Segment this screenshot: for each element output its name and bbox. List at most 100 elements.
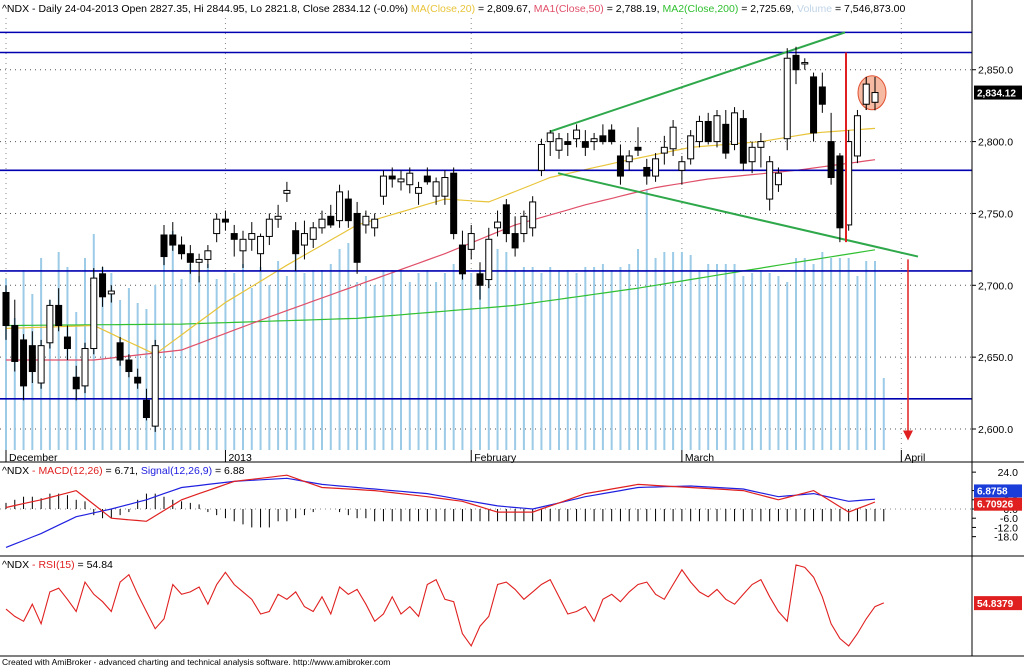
candle-body [195,258,203,263]
volume-bar [198,276,201,450]
volume-bar [803,258,806,450]
volume-bar [830,258,833,450]
volume-bar [259,267,262,450]
volume-bar [838,258,841,450]
volume-bar [777,276,780,450]
volume-bar [487,264,490,450]
candle-body [555,138,563,151]
last-price-label: 2,834.12 [977,89,1016,100]
candle-body [652,158,660,177]
candle-body [379,175,387,197]
volume-bar [277,261,280,450]
volume-bar [531,267,534,450]
moving-averages [5,127,876,361]
candle-body [142,399,150,419]
candle-body [827,141,835,179]
volume-bar [698,270,701,450]
ma20-line [5,127,876,355]
volume-bar [540,273,543,450]
rsi-header-value: = 54.84 [75,559,113,571]
candle-body [458,244,466,275]
candle-body [748,146,756,163]
price-tick-label: 2,750.0 [978,208,1013,220]
volume-bar [417,273,420,450]
target-arrow-head [903,430,913,441]
volume-bar [356,282,359,450]
candle-body [20,339,28,387]
footer-credit: Created with AmiBroker - advanced charti… [2,657,390,667]
volume-bar [751,273,754,450]
volume-bar [13,318,16,450]
volume-bar [163,237,165,450]
volume-bar [689,255,692,450]
candle-body [599,135,607,143]
annotations [845,52,913,441]
candle-body [300,233,308,246]
candle-body [169,234,177,246]
candle-body [213,218,221,235]
candle-body [116,342,124,361]
ma50-line [6,159,876,361]
volume-bar [680,252,683,450]
macd-header-signal-value: = 6.88 [212,465,245,477]
candle-body [63,336,71,350]
candle-body [687,135,695,160]
candle-body [450,172,458,235]
volume-bar [768,273,771,450]
volume-bar [663,252,666,450]
macd-header-signal: Signal(12,26,9) [141,465,212,477]
candle-body [810,76,818,134]
ma200-line [6,249,876,327]
rsi-panel: ^NDX - RSI(15) = 54.84 54.8379 [0,555,1024,648]
macd-histogram [5,493,885,528]
candle-body [186,253,194,263]
candle-body [55,304,63,327]
date-axis: December 2013 February March April [5,450,925,464]
volume-bar [250,288,253,450]
header-ma200-label: MA2(Close,200) [662,3,738,15]
candle-body [11,325,19,362]
candle-body [722,123,730,154]
volume-bar [391,270,394,450]
volume-bar [215,279,218,450]
volume-bar [566,270,569,450]
rsi-series-line [5,564,885,648]
candle-body [862,83,870,105]
volume-bar [812,264,815,450]
candle-body [590,138,598,143]
candle-body [766,161,774,200]
header-ma200-value: = 2,725.69, [738,3,794,15]
candle-body [107,290,115,295]
candle-body [37,345,45,384]
volume-bar [294,243,297,450]
candle-body [46,304,54,344]
macd-panel: ^NDX - MACD(12,26) = 6.71, Signal(12,26,… [0,461,1024,548]
candle-body [836,155,844,229]
macd-header: ^NDX - MACD(12,26) = 6.71, Signal(12,26,… [2,465,245,477]
volume-bar [821,252,824,450]
volume-bar [654,258,657,450]
volume-bar [57,252,60,450]
candle-body [125,359,133,373]
candle-body [318,218,326,229]
candle-body [695,120,703,143]
candle-body [397,178,405,183]
volume-bar [724,264,727,450]
candle-body [204,250,212,260]
volume-bar [593,267,596,450]
candle-body [713,115,721,143]
candle-body [388,175,396,180]
header-ma50-label: MA1(Close,50) [534,3,604,15]
volume-bar [400,270,402,450]
candle-body [344,198,352,222]
candle-body [283,189,291,194]
candle-body [783,57,791,140]
candle-body [669,126,677,150]
volume-bar [882,378,885,450]
candlesticks [2,46,879,432]
candle-body [467,233,475,250]
macd-tick-label: -12.0 [994,522,1018,534]
volume-bar [786,282,789,450]
candle-body [72,376,80,390]
candle-body [792,54,800,71]
